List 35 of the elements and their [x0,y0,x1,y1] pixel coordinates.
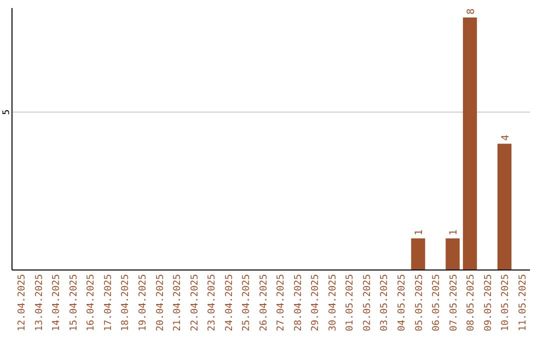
x-tick-label: 17.04.2025 [102,274,114,332]
x-tick-label: 01.05.2025 [344,274,356,332]
x-tick-label: 07.05.2025 [448,274,460,332]
x-tick-label: 21.04.2025 [172,274,184,332]
x-tick-label: 03.05.2025 [379,274,390,332]
x-tick-label: 08.05.2025 [466,274,477,332]
x-tick-label: 09.05.2025 [482,274,494,332]
x-tick-label: 23.04.2025 [206,274,218,332]
x-tick-label: 22.04.2025 [189,274,200,332]
x-tick-label: 06.05.2025 [431,274,442,332]
data-label: 8 [466,8,477,14]
data-label: 4 [500,134,512,141]
x-tick-label: 15.04.2025 [68,274,80,332]
y-tick-label: 5 [2,109,12,115]
x-tick-label: 30.04.2025 [327,274,338,332]
x-tick-label: 19.04.2025 [138,274,148,332]
x-tick-label: 25.04.2025 [241,274,252,332]
x-tick-label: 20.04.2025 [154,274,166,332]
x-tick-label: 27.04.2025 [276,274,287,332]
x-tick-label: 10.05.2025 [500,274,512,332]
x-tick-label: 12.04.2025 [16,274,28,332]
x-tick-label: 13.04.2025 [34,274,45,332]
x-tick-label: 24.04.2025 [224,274,235,332]
x-tick-label: 26.04.2025 [258,274,270,332]
x-tick-label: 04.05.2025 [396,274,408,332]
x-tick-label: 05.05.2025 [414,274,425,332]
x-tick-label: 29.04.2025 [310,274,322,332]
x-tick-label: 14.04.2025 [51,274,62,332]
data-label: 1 [448,229,460,236]
x-tick-label: 28.04.2025 [292,274,304,332]
x-tick-label: 02.05.2025 [362,274,373,332]
data-label: 1 [414,229,426,236]
x-tick-label: 11.05.2025 [517,274,528,332]
x-tick-label: 16.04.2025 [86,274,97,332]
x-tick-label: 18.04.2025 [120,274,132,332]
